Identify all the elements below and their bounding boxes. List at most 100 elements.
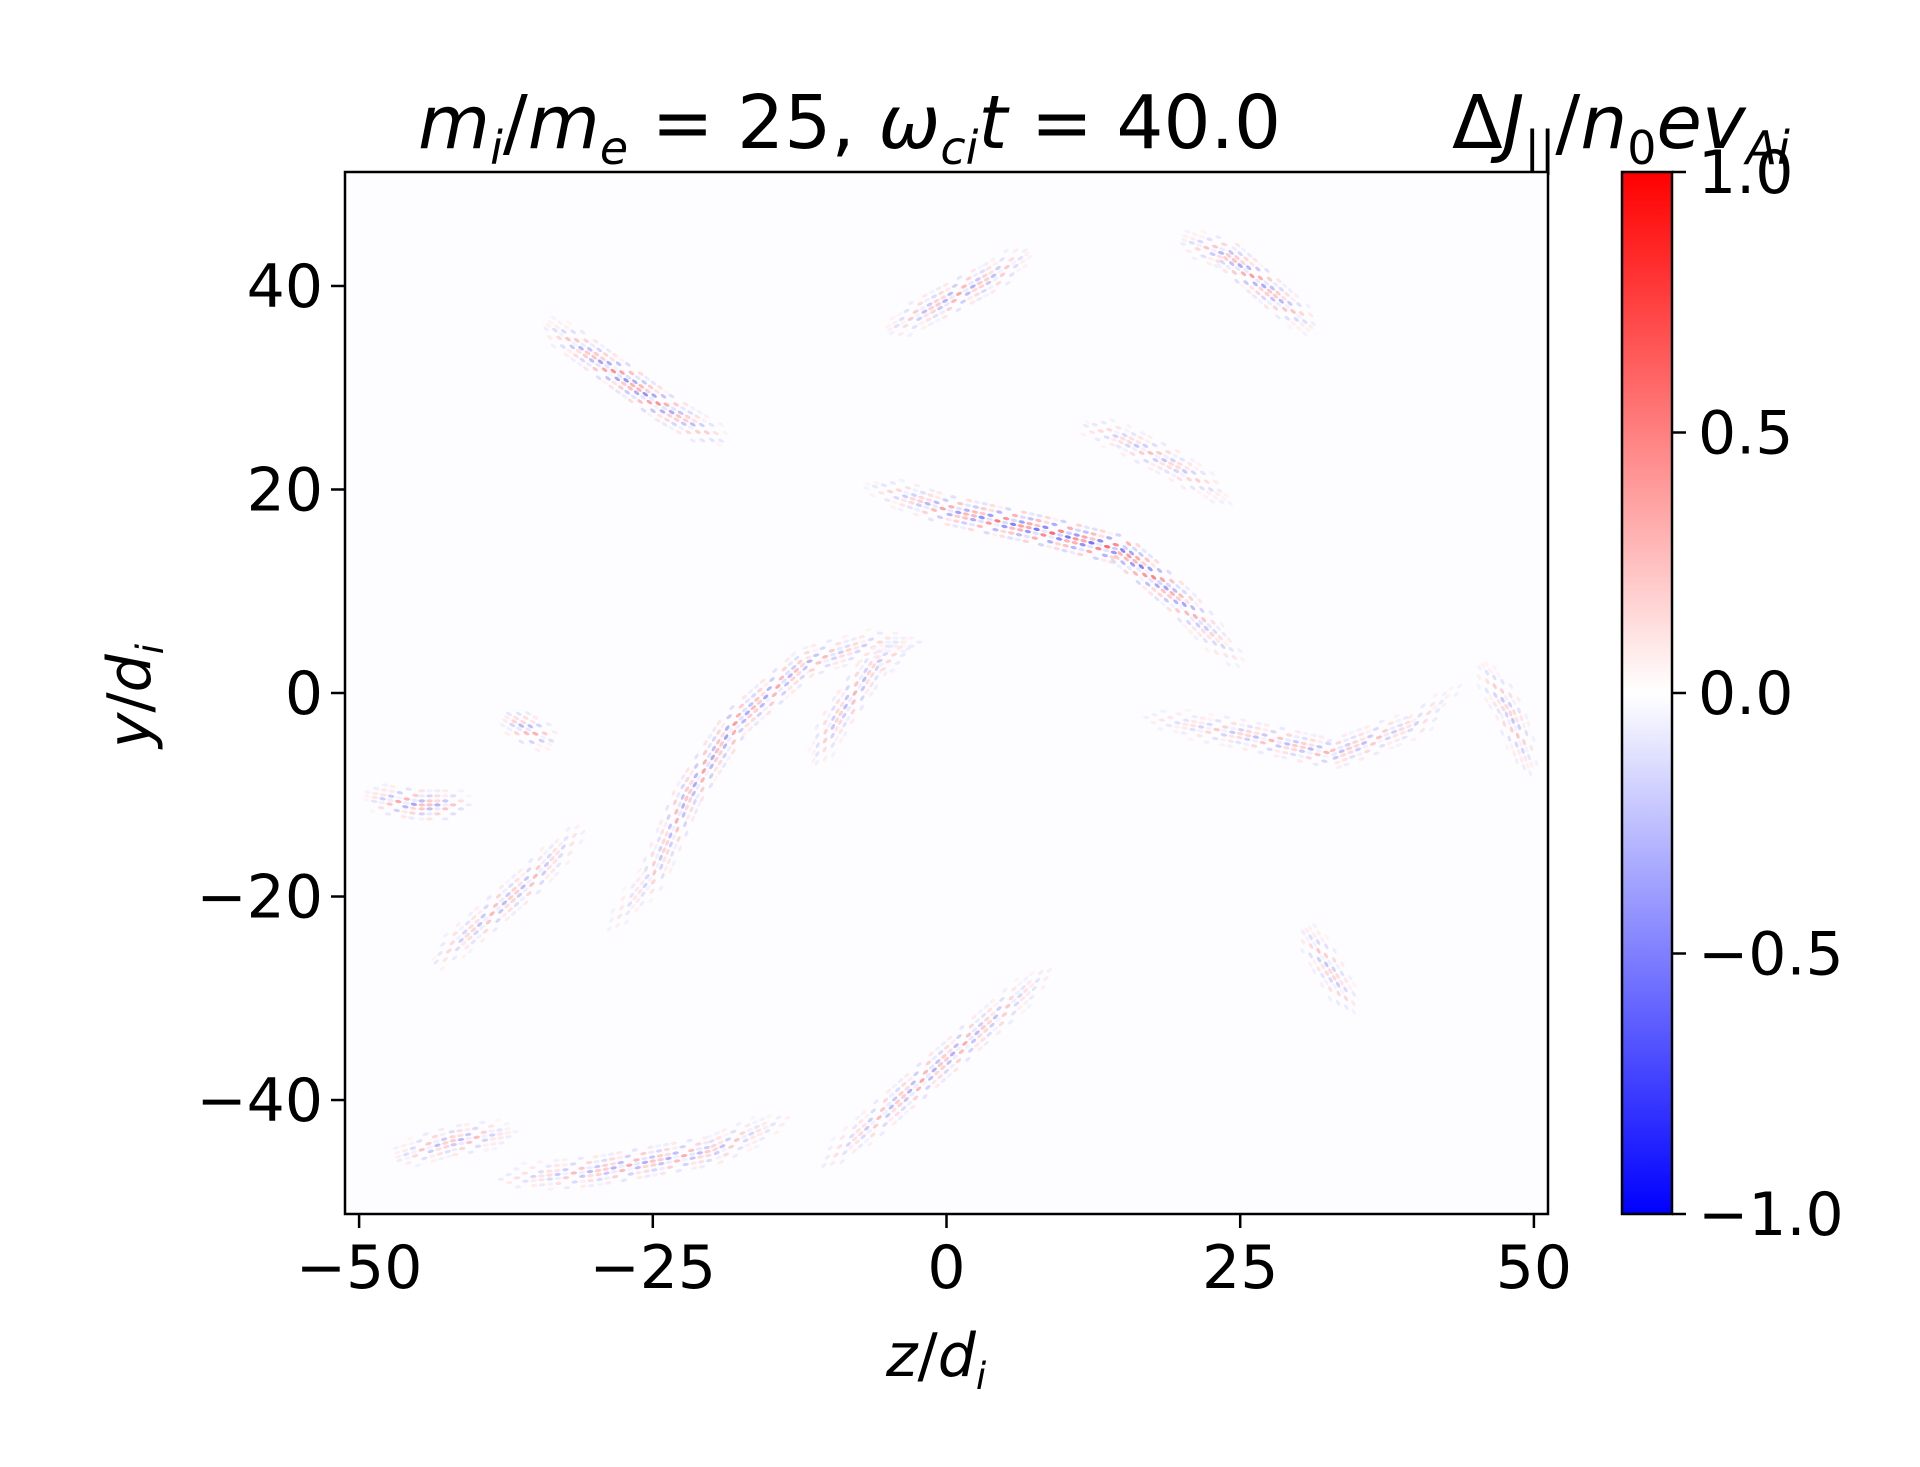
filament-mark <box>882 1109 888 1115</box>
filament-mark <box>1312 959 1317 965</box>
filament-mark <box>464 1127 471 1132</box>
filament-mark <box>1246 252 1253 258</box>
filament-mark <box>1390 730 1398 734</box>
filament-mark <box>925 317 932 322</box>
filament-mark <box>1284 303 1290 309</box>
filament-mark <box>879 1106 886 1112</box>
filament-mark <box>885 324 891 329</box>
filament-mark <box>760 691 766 697</box>
filament-mark <box>608 372 614 377</box>
filament-mark <box>887 644 894 649</box>
filament-mark <box>967 280 974 286</box>
filament-mark <box>793 680 799 685</box>
filament-mark <box>405 1161 412 1165</box>
filament-mark <box>900 498 907 503</box>
filament-mark <box>853 646 860 650</box>
filament-mark <box>1526 720 1531 728</box>
filament-mark <box>1331 752 1338 756</box>
filament-mark <box>578 839 584 845</box>
filament-mark <box>1185 249 1192 254</box>
x-tick-label: 50 <box>1496 1233 1572 1303</box>
filament-mark <box>1524 746 1529 753</box>
filament-mark <box>1254 726 1261 731</box>
filament-mark <box>525 711 532 716</box>
filament-mark <box>596 1177 603 1182</box>
filament-mark <box>678 425 685 431</box>
filament-mark <box>696 774 702 781</box>
filament-mark <box>1227 500 1234 506</box>
filament-mark <box>1197 631 1203 638</box>
filament-mark <box>1074 528 1082 532</box>
filament-mark <box>1043 520 1050 525</box>
filament-mark <box>1215 719 1222 723</box>
filament-mark <box>1120 548 1126 553</box>
filament-mark <box>1496 698 1502 705</box>
filament-mark <box>615 361 622 367</box>
filament-mark <box>1524 713 1529 720</box>
filament-mark <box>934 1046 940 1052</box>
filament-mark <box>526 879 532 884</box>
filament-mark <box>1205 730 1212 734</box>
filament-mark <box>822 737 828 744</box>
filament-mark <box>1122 545 1128 550</box>
filament-mark <box>1180 485 1187 490</box>
filament-mark <box>708 422 715 427</box>
filament-mark <box>1218 743 1226 747</box>
filament-mark <box>555 850 561 856</box>
filament-mark <box>1209 252 1216 256</box>
filament-mark <box>557 320 563 325</box>
filament-mark <box>426 803 433 807</box>
filament-mark <box>1335 981 1341 988</box>
filament-mark <box>1218 499 1225 505</box>
filament-mark <box>1178 604 1184 610</box>
filament-mark <box>1126 553 1132 559</box>
filament-mark <box>1177 617 1182 623</box>
filament-mark <box>838 710 844 717</box>
filament-mark <box>808 673 815 679</box>
filament-mark <box>1088 541 1095 545</box>
filament-mark <box>410 806 417 810</box>
filament-mark <box>657 836 661 843</box>
filament-mark <box>623 378 629 383</box>
filament-mark <box>976 296 983 302</box>
filament-mark <box>845 648 852 652</box>
filament-mark <box>1115 533 1122 537</box>
y-tick-label: 40 <box>247 252 323 322</box>
filament-mark <box>1009 522 1017 527</box>
filament-mark <box>1509 743 1514 750</box>
filament-mark <box>998 1021 1005 1027</box>
filament-mark <box>1175 712 1183 716</box>
filament-mark <box>427 1149 434 1154</box>
filament-mark <box>1504 711 1509 718</box>
filament-mark <box>626 1167 634 1171</box>
filament-mark <box>442 789 449 793</box>
filament-mark <box>630 394 637 400</box>
filament-mark <box>554 1172 561 1177</box>
filament-mark <box>842 639 850 644</box>
filament-mark <box>1023 534 1030 539</box>
filament-mark <box>578 1170 586 1174</box>
filament-mark <box>1192 592 1197 598</box>
filament-mark <box>439 966 445 972</box>
filament-mark <box>1197 239 1204 244</box>
filament-mark <box>530 1183 538 1188</box>
filament-mark <box>1523 755 1528 762</box>
filament-mark <box>864 482 871 487</box>
filament-mark <box>766 710 772 716</box>
filament-mark <box>442 794 449 798</box>
filament-mark <box>1296 325 1302 331</box>
filament-mark <box>1002 516 1010 521</box>
filament-mark <box>984 1016 990 1022</box>
filament-mark <box>515 711 522 716</box>
filament-mark <box>1240 247 1247 253</box>
filament-mark <box>620 895 626 901</box>
filament-mark <box>1216 254 1223 259</box>
filament-mark <box>793 655 800 661</box>
filament-mark <box>665 1156 672 1161</box>
filament-mark <box>663 402 670 407</box>
filament-mark <box>560 344 566 349</box>
filament-mark <box>695 783 701 790</box>
filament-mark <box>1029 983 1035 989</box>
filament-mark <box>876 631 884 635</box>
filament-mark <box>1214 491 1221 497</box>
